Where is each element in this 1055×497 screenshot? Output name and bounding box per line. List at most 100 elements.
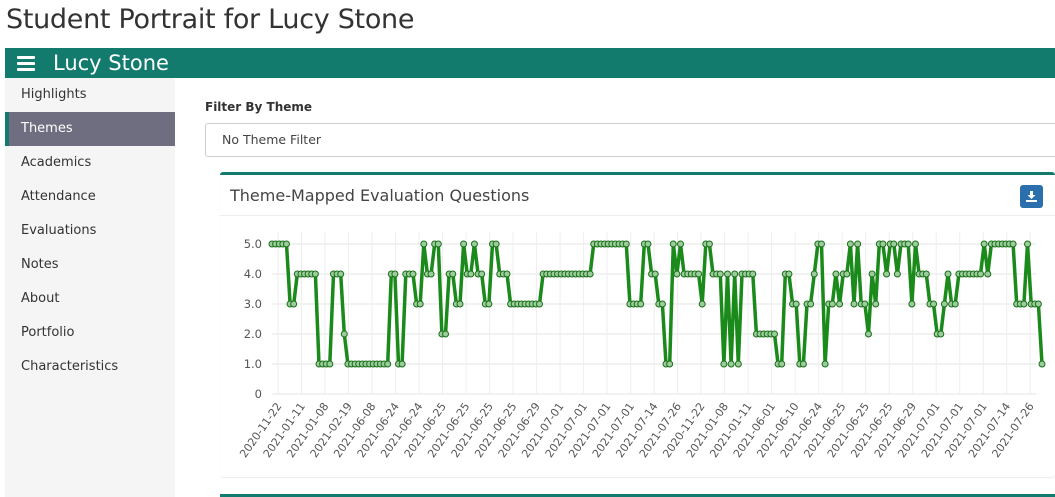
sidebar-item-highlights[interactable]: Highlights	[21, 87, 87, 102]
y-tick-label: 3.0	[244, 297, 262, 311]
data-point	[503, 270, 511, 278]
data-point	[485, 300, 493, 308]
data-point	[911, 240, 919, 248]
sidebar-item-about[interactable]: About	[21, 291, 60, 306]
sidebar-item-portfolio[interactable]: Portfolio	[21, 325, 75, 340]
data-point	[930, 300, 938, 308]
sidebar-item-evaluations[interactable]: Evaluations	[21, 223, 97, 238]
data-point	[868, 270, 876, 278]
data-point	[666, 360, 674, 368]
data-point	[984, 270, 992, 278]
data-point	[398, 360, 406, 368]
data-point	[937, 330, 945, 338]
data-point	[807, 300, 815, 308]
data-point	[467, 270, 475, 278]
data-point	[731, 270, 739, 278]
y-tick-label: 1.0	[244, 357, 262, 371]
theme-evaluation-line-chart: 01.02.03.04.05.02020-11-222021-01-112021…	[237, 232, 1046, 460]
data-point	[861, 300, 869, 308]
sidebar-item-themes[interactable]: Themes	[5, 112, 175, 146]
data-point	[1009, 240, 1017, 248]
data-point	[727, 360, 735, 368]
data-point	[673, 270, 681, 278]
data-point	[478, 270, 486, 278]
data-point	[904, 240, 912, 248]
data-point	[850, 300, 858, 308]
data-point	[749, 270, 757, 278]
data-point	[951, 300, 959, 308]
sidebar-item-characteristics[interactable]: Characteristics	[21, 359, 119, 374]
data-point	[698, 300, 706, 308]
y-tick-label: 0	[255, 387, 262, 401]
y-tick-label: 5.0	[244, 237, 262, 251]
data-point	[460, 240, 468, 248]
student-name: Lucy Stone	[53, 51, 169, 75]
data-point	[449, 270, 457, 278]
data-point	[810, 270, 818, 278]
sidebar-item-notes[interactable]: Notes	[21, 257, 59, 272]
data-point	[1024, 240, 1032, 248]
data-point	[311, 270, 319, 278]
data-point	[817, 240, 825, 248]
data-point	[427, 270, 435, 278]
theme-filter-select[interactable]: No Theme Filter	[205, 123, 1055, 157]
filter-theme-label: Filter By Theme	[205, 100, 313, 114]
data-point	[637, 300, 645, 308]
data-point	[821, 360, 829, 368]
data-point	[290, 300, 298, 308]
data-point	[705, 240, 713, 248]
data-point	[409, 270, 417, 278]
hamburger-icon[interactable]	[17, 55, 35, 71]
data-point	[1034, 300, 1042, 308]
data-point	[586, 270, 594, 278]
data-point	[720, 360, 728, 368]
data-point	[340, 330, 348, 338]
data-point	[442, 330, 450, 338]
data-point	[854, 240, 862, 248]
data-point	[644, 240, 652, 248]
evaluation-questions-panel: Theme-Mapped Evaluation Questions	[220, 172, 1055, 477]
data-point	[470, 240, 478, 248]
y-tick-label: 2.0	[244, 327, 262, 341]
data-point	[778, 360, 786, 368]
data-point	[893, 270, 901, 278]
data-point	[716, 270, 724, 278]
data-point	[326, 360, 334, 368]
data-point	[980, 240, 988, 248]
top-nav-bar: Lucy Stone	[5, 48, 1055, 78]
page-title: Student Portrait for Lucy Stone	[6, 4, 415, 35]
data-point	[770, 330, 778, 338]
data-point	[282, 240, 290, 248]
data-point	[669, 240, 677, 248]
data-point	[832, 270, 840, 278]
data-point	[872, 300, 880, 308]
data-point	[434, 240, 442, 248]
data-point	[391, 270, 399, 278]
data-point	[723, 270, 731, 278]
data-point	[456, 300, 464, 308]
y-tick-label: 4.0	[244, 267, 262, 281]
sidebar: Highlights Themes Academics Attendance E…	[5, 78, 175, 497]
data-point	[384, 360, 392, 368]
data-point	[836, 300, 844, 308]
data-point	[843, 270, 851, 278]
data-point	[622, 240, 630, 248]
data-point	[890, 240, 898, 248]
data-point	[1038, 360, 1046, 368]
data-point	[651, 270, 659, 278]
data-point	[785, 270, 793, 278]
sidebar-item-attendance[interactable]: Attendance	[21, 189, 96, 204]
sidebar-item-academics[interactable]: Academics	[21, 155, 92, 170]
data-point	[676, 240, 684, 248]
data-point	[940, 300, 948, 308]
data-point	[883, 270, 891, 278]
download-button[interactable]	[1020, 185, 1043, 208]
data-point	[828, 300, 836, 308]
data-point	[792, 300, 800, 308]
data-point	[1020, 300, 1028, 308]
data-point	[536, 300, 544, 308]
data-point	[734, 360, 742, 368]
data-point	[492, 240, 500, 248]
panel-title: Theme-Mapped Evaluation Questions	[230, 186, 530, 205]
data-point	[846, 240, 854, 248]
